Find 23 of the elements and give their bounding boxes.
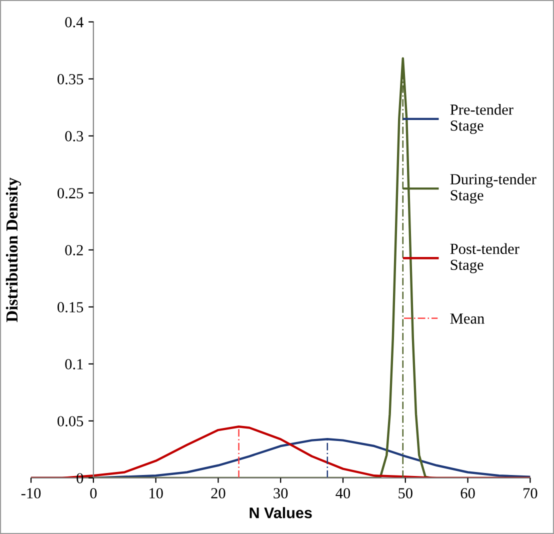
legend-label: Pre-tender Stage <box>450 104 514 134</box>
legend-label: During-tender Stage <box>450 174 536 204</box>
y-tick-label: 0.2 <box>65 245 83 256</box>
x-tick-label: -10 <box>21 488 41 498</box>
x-tick-label: 10 <box>150 488 163 498</box>
y-tick-label: 0.3 <box>65 131 84 142</box>
x-axis-title: N Values <box>250 507 312 518</box>
x-tick-label: 70 <box>524 488 538 498</box>
y-tick-label: 0.05 <box>58 416 84 426</box>
legend-label: Mean <box>450 314 484 324</box>
x-tick-label: 40 <box>336 488 350 498</box>
legend-label: Post-tender Stage <box>450 243 520 274</box>
y-tick-label: 0.4 <box>65 17 84 28</box>
x-tick-label: 50 <box>398 488 412 498</box>
x-tick-label: 30 <box>274 488 288 498</box>
y-tick-label: 0.25 <box>58 188 84 198</box>
y-tick-label: 0.15 <box>58 302 84 312</box>
x-tick-label: 20 <box>211 488 226 498</box>
x-tick-label: 60 <box>460 488 475 498</box>
y-tick-label: 0.1 <box>65 359 83 370</box>
y-axis-title: Distribution Density <box>6 178 22 322</box>
y-tick-label: 0.35 <box>58 74 84 84</box>
x-tick-label: 0 <box>90 488 97 498</box>
